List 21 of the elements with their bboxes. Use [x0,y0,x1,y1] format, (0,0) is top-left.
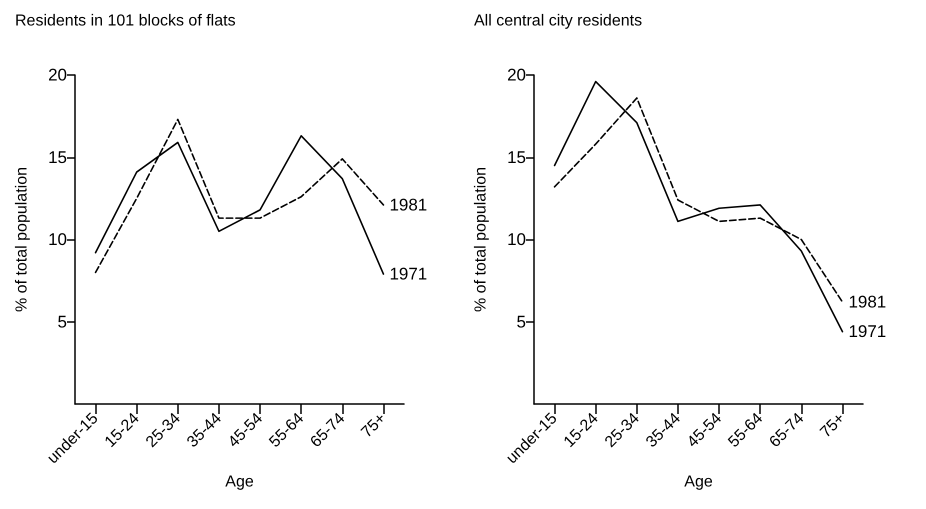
x-tick-label: 75+ [358,410,390,442]
y-tick-label: 10 [48,230,67,249]
y-tick-label: 5 [58,312,67,332]
x-axis-title: Age [684,473,713,490]
x-axis-title: Age [225,473,254,490]
series-label: 1981 [389,195,428,214]
series-label: 1971 [389,264,428,284]
y-axis-title: % of total population [472,167,490,312]
chart-title: All central city residents [474,12,642,30]
y-tick-label: 20 [48,66,67,84]
x-tick-label: 75+ [817,410,848,442]
series-label: 1981 [848,292,886,312]
line-series [554,80,844,332]
y-tick-label: 10 [507,230,526,249]
y-tick-label: 15 [48,148,67,167]
series-label: 1971 [848,322,886,342]
y-tick-label: 20 [507,66,526,84]
chart-title: Residents in 101 blocks of flats [15,12,236,30]
y-tick-label: 15 [507,148,526,167]
y-axis-title: % of total population [14,167,30,312]
y-tick-label: 5 [516,312,526,332]
